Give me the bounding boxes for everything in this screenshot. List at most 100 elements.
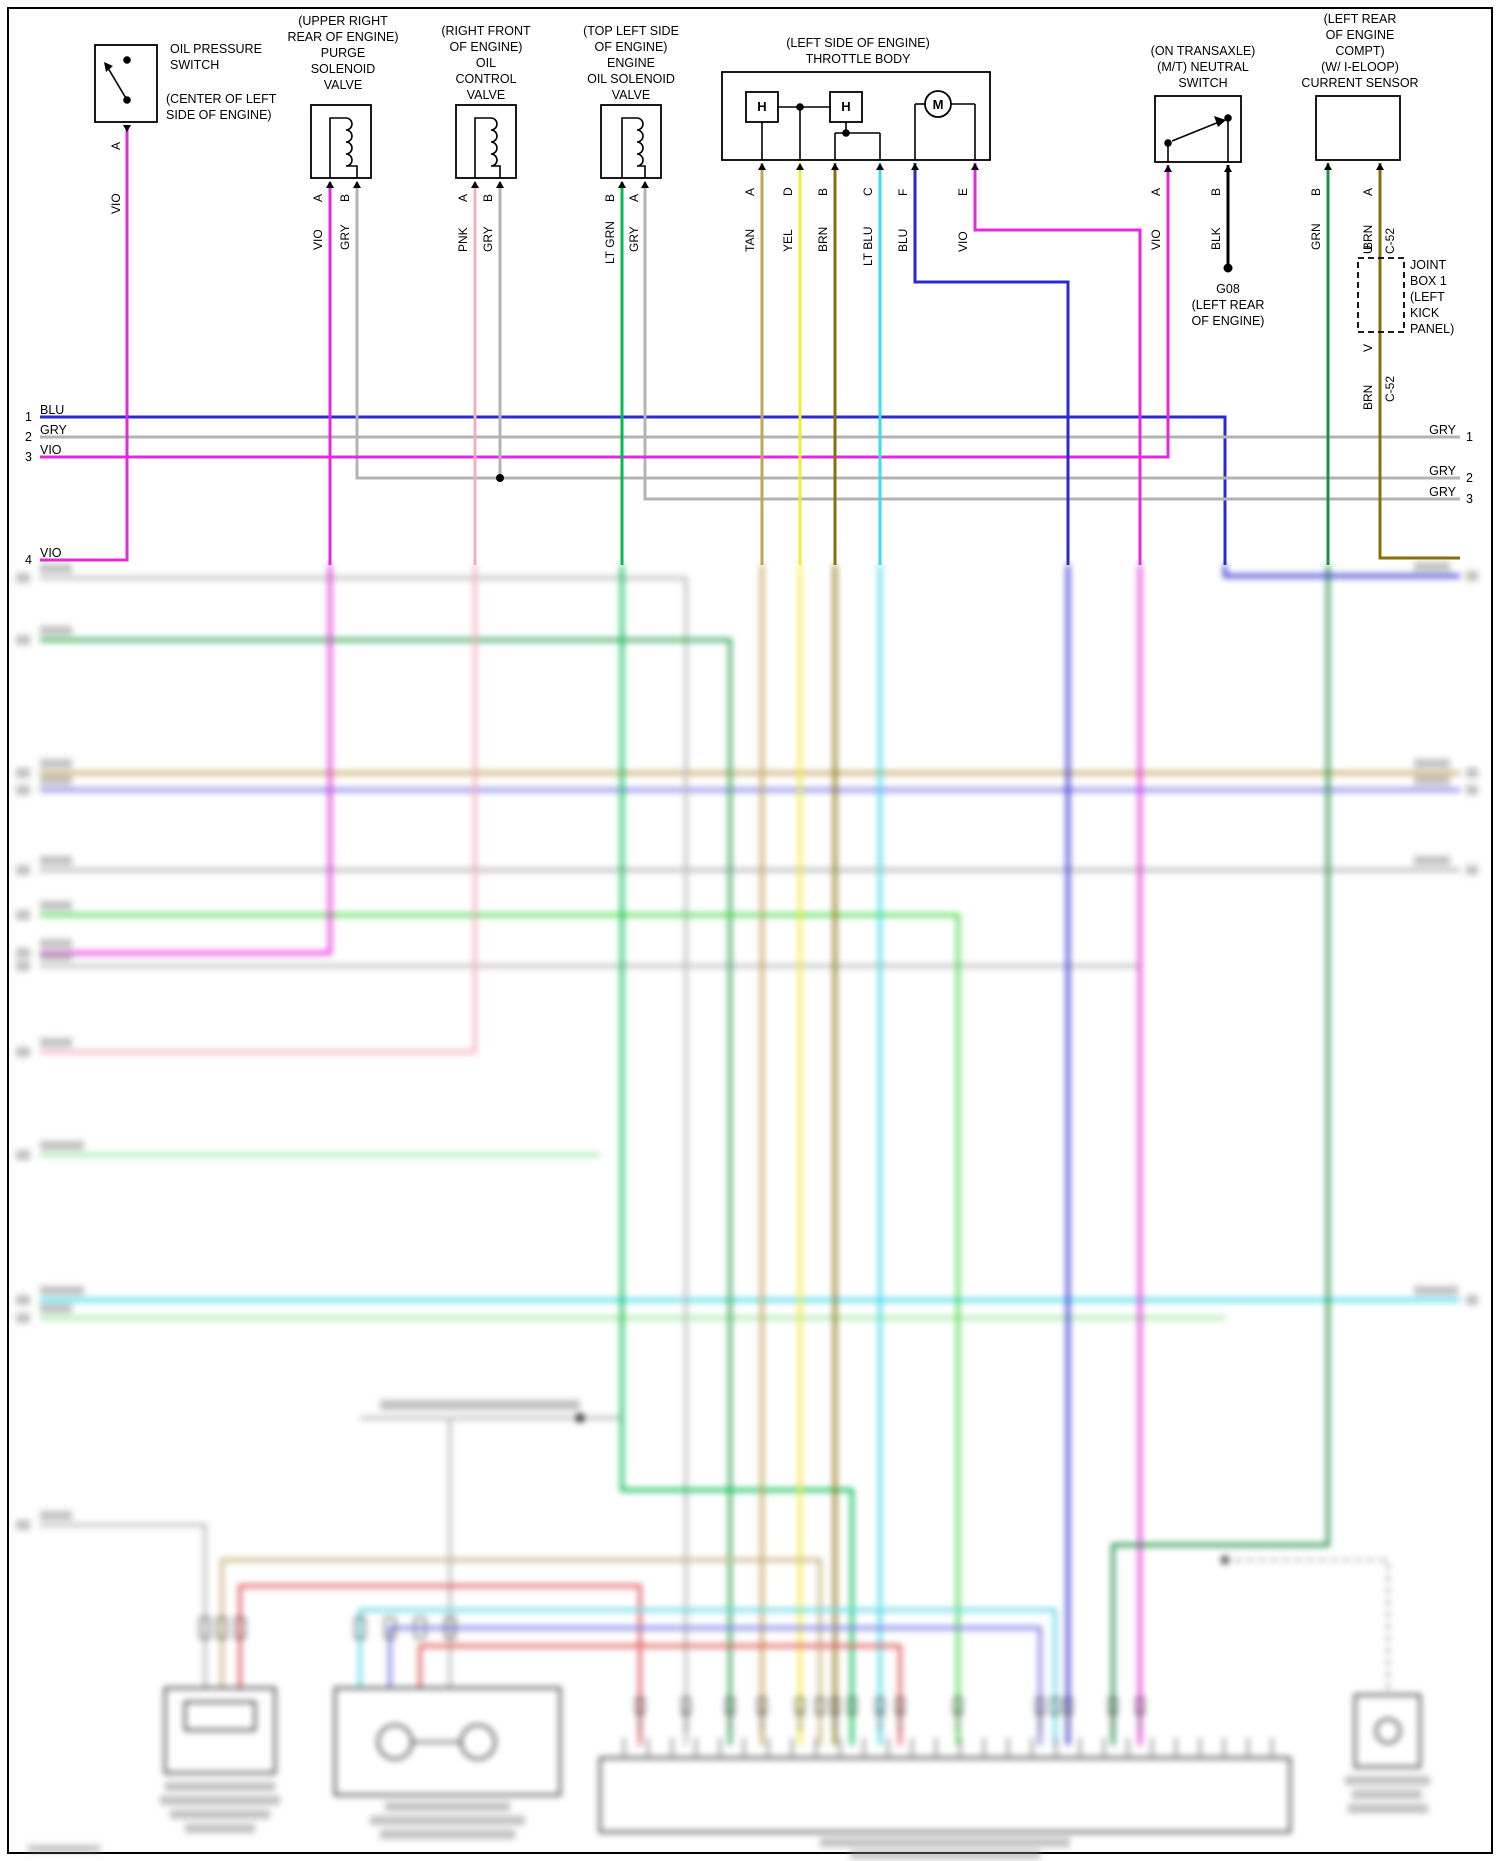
ocv-location-line1: (RIGHT FRONT <box>441 24 531 38</box>
wire-blur-cyan-comp2 <box>358 1608 1057 1745</box>
ns-pin-b-label: B <box>1209 187 1223 196</box>
wire-purge-gry <box>355 182 1460 480</box>
wire-blur-ocv-pnk <box>40 565 477 1054</box>
illegible-pin-labels <box>637 1706 1143 1732</box>
tb-wire-yel-label: YEL <box>781 229 795 252</box>
ops-location-line2: SIDE OF ENGINE) <box>166 108 272 122</box>
tb-wire-vio-label: VIO <box>956 231 970 252</box>
bottom-right-component-symbol <box>1375 1718 1401 1744</box>
current-sensor-box <box>1315 95 1401 161</box>
ops-name-line1: OIL PRESSURE <box>170 42 262 56</box>
ops-pin-a-label: A <box>109 141 123 150</box>
illegible-center-label <box>380 1400 580 1410</box>
wire-blur-gry-drop <box>40 576 688 1745</box>
purge-solenoid-coil-symbol <box>329 117 358 178</box>
eos-name-line1: ENGINE <box>607 56 655 70</box>
wire-blu-row1 <box>40 415 1227 565</box>
page-border <box>7 7 1493 1854</box>
row1-wire-label: BLU <box>40 403 65 417</box>
bottom-left-component-inner <box>184 1701 256 1731</box>
wire-tb-vio <box>973 163 1142 565</box>
row4-wire-label: VIO <box>40 546 62 560</box>
wire-blur-brightgrn-drop <box>40 913 960 1745</box>
ocv-wire-pnk-label: PNK <box>456 227 470 252</box>
cs-name-label: CURRENT SENSOR <box>1301 76 1419 90</box>
neutral-switch-box <box>1154 95 1242 163</box>
ground-location-line2: OF ENGINE) <box>1191 314 1265 328</box>
tb-pin-a-label: A <box>743 187 757 196</box>
wire-ops-vio <box>40 125 129 562</box>
eos-pin-b-label: B <box>603 193 617 202</box>
throttle-body-box <box>721 71 991 161</box>
wire-blur-gry-comp1 <box>40 1523 207 1688</box>
bottom-right-component-box <box>1354 1694 1421 1768</box>
wire-blur-khaki-comp1 <box>220 1558 822 1745</box>
junction-dot-blur-2 <box>1220 1555 1230 1565</box>
ocv-pin-b-label: B <box>481 193 495 202</box>
ocv-pin-a-label: A <box>456 193 470 202</box>
tb-wire-brn-label: BRN <box>816 226 830 252</box>
joint-box-line3: (LEFT <box>1410 290 1445 304</box>
wire-blur-medgrn-drop <box>40 638 732 1745</box>
joint-box-line1: JOINT <box>1410 258 1447 272</box>
row4-number-left: 4 <box>25 553 32 567</box>
neutral-switch-symbol <box>1164 114 1232 162</box>
ocv-name-line2: CONTROL <box>455 72 517 86</box>
row1-number-right: 1 <box>1466 430 1473 444</box>
wire-blur-red-comp1 <box>238 1584 642 1745</box>
wire-cs-brn <box>1378 163 1460 560</box>
tb-heater2-label: H <box>841 99 851 114</box>
ns-pin-a-label: A <box>1149 187 1163 196</box>
ops-location-line1: (CENTER OF LEFT <box>166 92 277 106</box>
row2-wire-label-right: GRY <box>1429 464 1456 478</box>
bottom-second-component-box <box>334 1687 561 1796</box>
illegible-right-edge-labels <box>1414 562 1478 1305</box>
component-wire-terminals <box>199 1617 456 1639</box>
wire-blur-eos-ltgrn <box>620 565 854 1745</box>
purge-wire-vio-label: VIO <box>311 229 325 250</box>
wire-blur-periwinkle-comp2 <box>388 1626 1042 1745</box>
wire-blur-gry-dashed <box>1225 1558 1390 1690</box>
cs-location-line2: OF ENGINE <box>1325 28 1395 42</box>
purge-pin-a-label: A <box>311 193 325 202</box>
purge-name-line2: SOLENOID <box>310 62 376 76</box>
purge-location-line1: (UPPER RIGHT <box>298 14 388 28</box>
row2-wire-label: GRY <box>40 423 67 437</box>
wire-blur-purge-vio <box>40 565 332 955</box>
bottom-second-component-symbol1 <box>377 1724 413 1760</box>
row3-number-left: 3 <box>25 450 32 464</box>
ns-location-label: (ON TRANSAXLE) <box>1150 44 1256 58</box>
cs-conn-bot-label: C-52 <box>1383 375 1397 402</box>
tb-pin-f-label: F <box>896 188 910 196</box>
ground-g08-symbol <box>1223 263 1233 273</box>
cs-conn-bot-wire-label: BRN <box>1361 384 1375 410</box>
purge-location-line2: REAR OF ENGINE) <box>287 30 399 44</box>
purge-name-line1: PURGE <box>320 46 366 60</box>
ocv-name-line3: VALVE <box>466 88 506 102</box>
joint-box-line4: KICK <box>1410 306 1440 320</box>
eos-wire-gry-label: GRY <box>627 226 641 252</box>
oil-pressure-switch-box <box>94 44 158 123</box>
wire-tb-blu <box>913 163 1070 565</box>
cs-location-line4: (W/ I-ELOOP) <box>1321 60 1399 74</box>
pcm-connector-box <box>599 1757 1291 1833</box>
purge-pin-b-label: B <box>338 193 352 202</box>
row3-wire-label-right: GRY <box>1429 485 1456 499</box>
oil-control-valve-coil-symbol <box>474 117 501 178</box>
pin-arrows <box>123 125 1384 188</box>
engine-oil-solenoid-valve-box <box>600 104 662 179</box>
illegible-bottom-captions <box>28 1776 1430 1859</box>
ns-wire-vio-label: VIO <box>1149 229 1163 250</box>
eos-location-line1: (TOP LEFT SIDE <box>583 24 679 38</box>
illegible-left-row-numbers <box>16 573 30 1530</box>
tb-location-label: (LEFT SIDE OF ENGINE) <box>786 36 930 50</box>
cs-conn-top-label: C-52 <box>1383 227 1397 254</box>
ocv-location-line2: OF ENGINE) <box>449 40 523 54</box>
ops-name-line2: SWITCH <box>170 58 220 72</box>
eos-name-line2: OIL SOLENOID <box>587 72 675 86</box>
cs-location-line3: COMPT) <box>1335 44 1385 58</box>
purge-wire-gry-label: GRY <box>338 224 352 250</box>
engine-oil-solenoid-coil-symbol <box>621 117 646 178</box>
pcm-pin-stubs <box>623 1738 1273 1758</box>
